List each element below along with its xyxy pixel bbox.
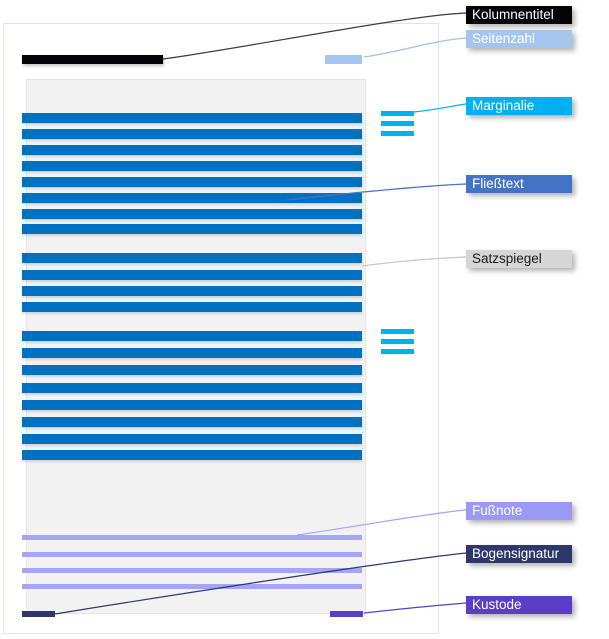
text-line <box>22 145 362 155</box>
marginalie-line <box>381 339 414 344</box>
text-line <box>22 286 362 296</box>
label-kustode: Kustode <box>466 596 572 614</box>
marginalie-line <box>381 121 414 126</box>
text-line <box>22 270 362 280</box>
label-fussnote: Fußnote <box>466 502 572 520</box>
label-seitenzahl: Seitenzahl <box>466 30 572 48</box>
marginalie-line <box>381 131 414 136</box>
text-line <box>22 400 362 410</box>
text-line <box>22 113 362 123</box>
marginalie-line <box>381 111 414 116</box>
text-line <box>22 161 362 171</box>
fussnote-line <box>22 552 362 557</box>
text-line <box>22 450 362 460</box>
text-line <box>22 365 362 375</box>
text-line <box>22 434 362 444</box>
text-line <box>22 209 362 219</box>
label-bogensignatur: Bogensignatur <box>466 545 572 563</box>
satzspiegel-area <box>26 79 366 614</box>
fussnote-line <box>22 584 362 589</box>
text-line <box>22 177 362 187</box>
text-line <box>22 224 362 234</box>
text-line <box>22 129 362 139</box>
text-line <box>22 383 362 393</box>
text-line <box>22 302 362 312</box>
label-marginalie: Marginalie <box>466 97 572 115</box>
seitenzahl-bar <box>325 55 362 64</box>
fussnote-line <box>22 568 362 573</box>
fussnote-line <box>22 535 362 540</box>
text-line <box>22 253 362 263</box>
marginalie-line <box>381 329 414 334</box>
text-line <box>22 331 362 341</box>
text-line <box>22 417 362 427</box>
marginalie-line <box>381 349 414 354</box>
text-line <box>22 348 362 358</box>
label-fliesstext: Fließtext <box>466 175 572 193</box>
kolumnentitel-bar <box>22 55 163 64</box>
text-line <box>22 193 362 203</box>
label-satzspiegel: Satzspiegel <box>466 250 572 268</box>
label-kolumnentitel: Kolumnentitel <box>466 6 572 24</box>
bogensignatur-bar <box>22 611 55 617</box>
kustode-bar <box>330 611 363 617</box>
